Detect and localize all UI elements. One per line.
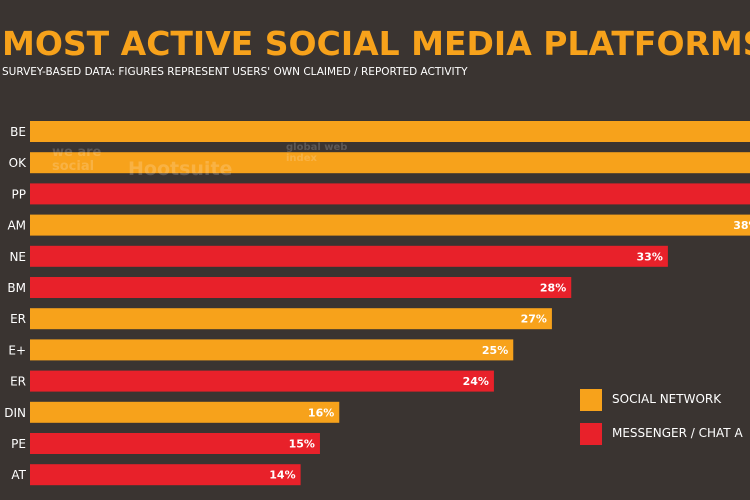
category-label-8: ER [10, 375, 26, 389]
bar-8 [30, 370, 494, 392]
category-label-11: AT [11, 468, 26, 482]
bar-7 [30, 339, 514, 361]
category-label-4: NE [9, 250, 26, 264]
value-label-8: 24% [463, 375, 489, 388]
bar-9 [30, 401, 340, 423]
value-label-3: 38% [733, 219, 750, 232]
legend-swatch-social-network [580, 389, 602, 411]
category-label-2: PP [12, 187, 26, 201]
category-label-10: PE [11, 437, 26, 451]
category-label-1: OK [9, 156, 27, 170]
category-label-3: AM [7, 219, 26, 233]
value-label-7: 25% [482, 344, 508, 357]
bar-5 [30, 277, 572, 298]
bar-4 [30, 245, 668, 267]
we-are-social-watermark: we are social [52, 145, 102, 174]
category-label-6: ER [10, 312, 26, 326]
category-label-5: BM [7, 281, 26, 295]
value-label-4: 33% [637, 250, 663, 263]
bar-6 [30, 308, 552, 330]
bar-0 [30, 121, 750, 142]
bar-10 [30, 433, 320, 454]
value-label-11: 14% [269, 469, 295, 482]
bar-1 [30, 152, 750, 174]
category-label-7: E+ [8, 343, 26, 357]
legend-label-messenger: MESSENGER / CHAT A [612, 426, 743, 440]
bar-2 [30, 183, 750, 205]
chart-title: MOST ACTIVE SOCIAL MEDIA PLATFORMS [2, 24, 750, 63]
value-label-9: 16% [308, 406, 334, 419]
bar-11 [30, 464, 301, 486]
value-label-5: 28% [540, 282, 566, 295]
chart-subtitle: SURVEY-BASED DATA: FIGURES REPRESENT USE… [2, 66, 468, 78]
value-label-10: 15% [289, 438, 315, 451]
gwi-watermark: global web index [286, 142, 348, 164]
value-label-6: 27% [521, 313, 547, 326]
bar-3 [30, 214, 750, 236]
category-label-0: BE [10, 125, 26, 139]
category-label-9: DIN [4, 406, 26, 420]
hootsuite-watermark: Hootsuite [128, 158, 233, 180]
legend-swatch-messenger [580, 423, 602, 445]
legend-label-social-network: SOCIAL NETWORK [612, 392, 722, 406]
